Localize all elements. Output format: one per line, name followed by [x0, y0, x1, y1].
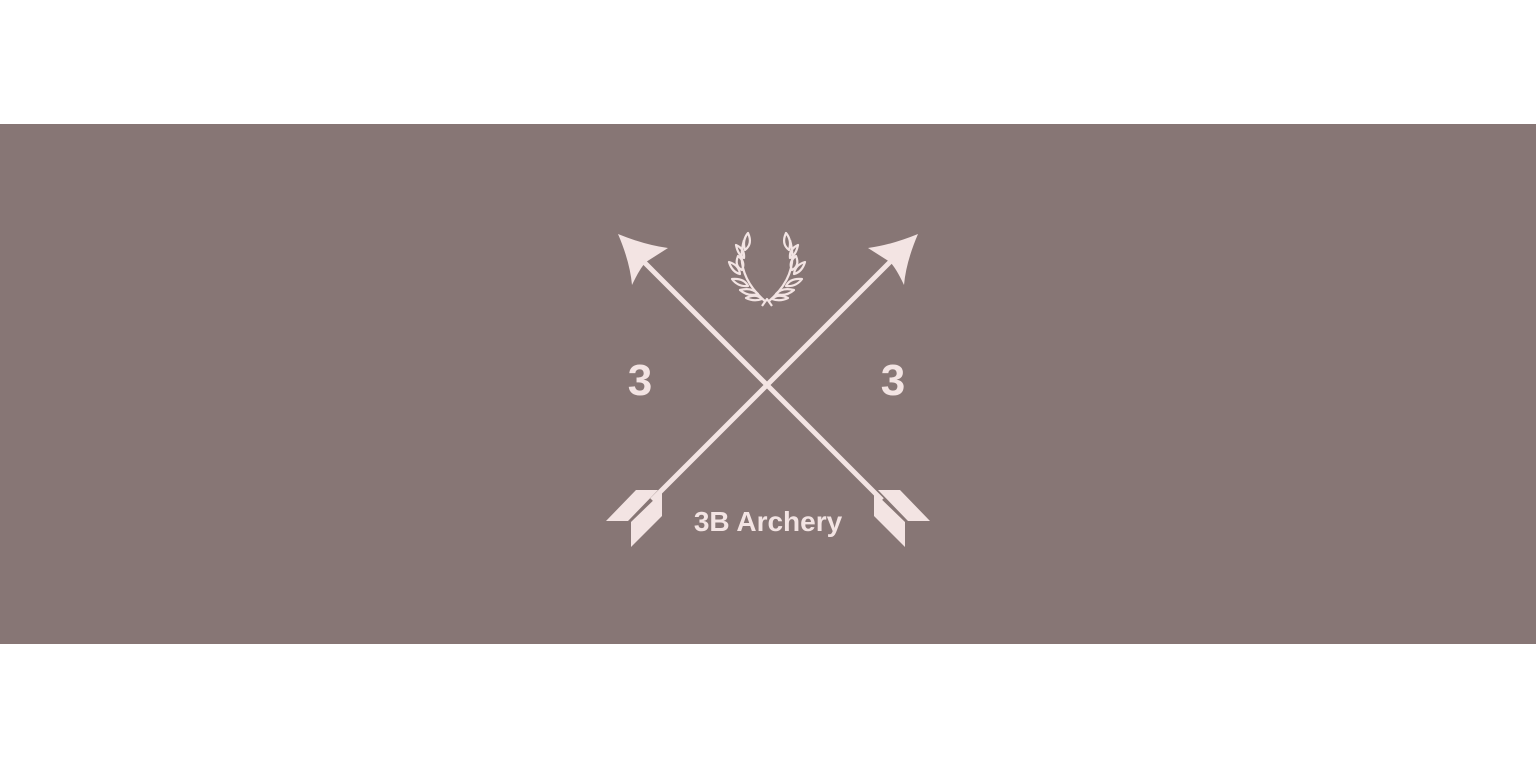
brand-name: 3B Archery [693, 506, 843, 537]
right-number: 3 [880, 356, 906, 405]
laurel-wreath-icon [727, 231, 807, 307]
left-number: 3 [627, 356, 653, 405]
